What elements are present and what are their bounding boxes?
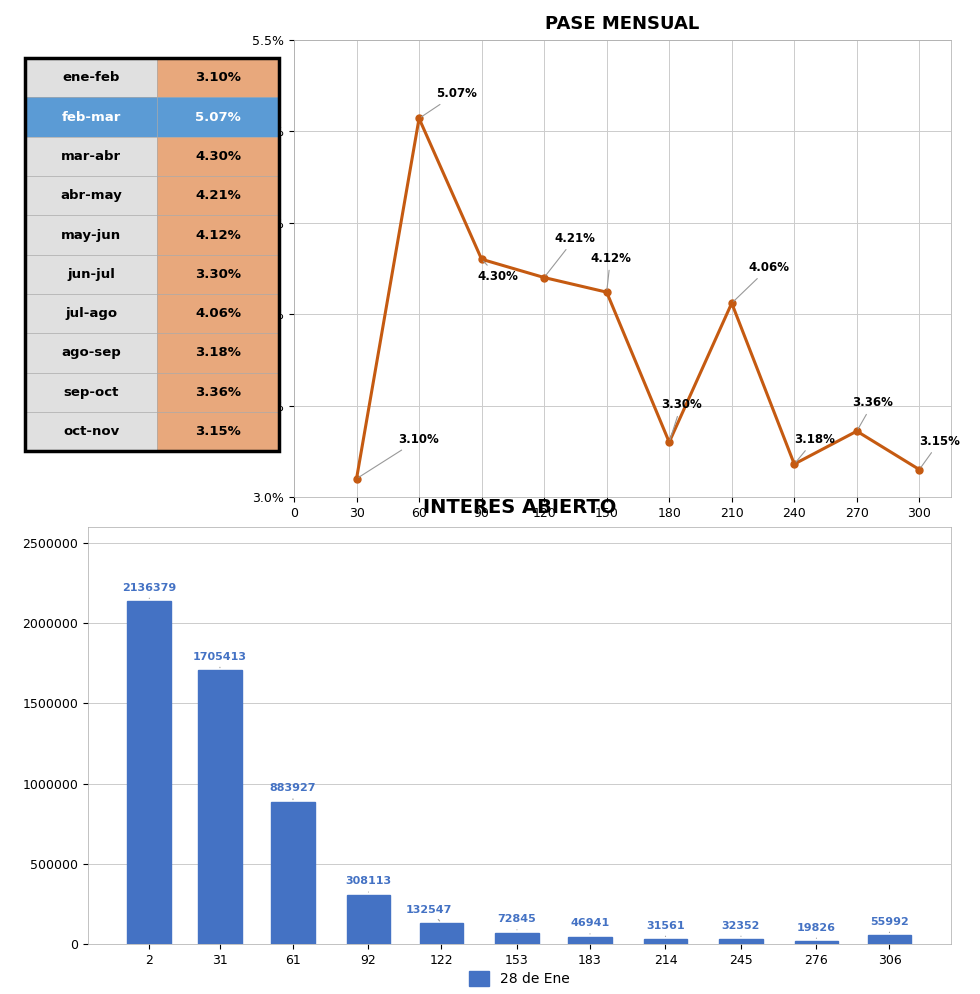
Bar [157,333,279,373]
Bar [271,802,315,944]
Bar [157,216,279,254]
Bar [24,412,157,451]
Text: 5.07%: 5.07% [195,110,241,123]
Bar [795,941,838,944]
Text: ene-feb: ene-feb [63,72,120,84]
Text: 3.15%: 3.15% [195,425,241,438]
Bar [157,373,279,412]
Bar [347,895,390,944]
Bar [157,254,279,294]
Bar [24,176,157,216]
Bar [127,601,172,944]
Text: 3.10%: 3.10% [359,432,439,477]
Bar [24,294,157,333]
Bar [157,58,279,97]
Bar [419,923,464,944]
Bar [157,412,279,451]
Legend: 28 de Ene: 28 de Ene [463,966,576,992]
Text: 32352: 32352 [722,920,760,936]
Text: 4.21%: 4.21% [546,232,596,275]
Text: 55992: 55992 [870,916,908,932]
Text: 4.21%: 4.21% [195,189,241,202]
Text: 4.12%: 4.12% [195,229,241,242]
Title: PASE MENSUAL: PASE MENSUAL [545,15,700,33]
Text: 3.36%: 3.36% [853,397,894,428]
Text: mar-abr: mar-abr [61,150,122,163]
Title: INTERES ABIERTO: INTERES ABIERTO [422,498,616,517]
Bar [24,333,157,373]
Bar [157,294,279,333]
Text: oct-nov: oct-nov [63,425,120,438]
Text: 2136379: 2136379 [122,582,176,598]
Text: ago-sep: ago-sep [61,347,121,360]
Bar [24,373,157,412]
Text: 4.30%: 4.30% [195,150,241,163]
Bar [198,671,242,944]
Text: jun-jul: jun-jul [67,267,115,281]
Text: 883927: 883927 [270,783,317,799]
Text: 4.12%: 4.12% [590,251,631,289]
Text: 72845: 72845 [498,914,536,929]
Text: 46941: 46941 [570,918,610,934]
Text: 5.07%: 5.07% [421,87,476,117]
Text: 132547: 132547 [406,905,453,921]
Text: 3.18%: 3.18% [195,347,241,360]
Bar [24,58,279,451]
Text: 4.06%: 4.06% [195,307,241,320]
Text: abr-may: abr-may [60,189,122,202]
Bar [644,939,687,944]
Bar [495,932,539,944]
Text: may-jun: may-jun [61,229,122,242]
Text: sep-oct: sep-oct [64,386,119,399]
Text: 1705413: 1705413 [193,652,247,668]
Text: 31561: 31561 [646,920,685,936]
Text: 3.10%: 3.10% [195,72,241,84]
Text: 19826: 19826 [797,922,836,938]
Bar [24,137,157,176]
Text: 3.15%: 3.15% [919,434,960,467]
Text: 3.30%: 3.30% [195,267,241,281]
Text: 4.30%: 4.30% [477,261,518,283]
Bar [24,97,157,137]
Bar [157,97,279,137]
Text: 3.18%: 3.18% [794,432,835,462]
Text: 3.30%: 3.30% [661,398,702,439]
Bar [719,939,762,944]
Text: feb-mar: feb-mar [62,110,121,123]
Text: 3.36%: 3.36% [195,386,241,399]
Bar [568,936,612,944]
Text: 308113: 308113 [345,877,391,892]
Bar [157,137,279,176]
Text: 4.06%: 4.06% [734,260,790,301]
Bar [24,254,157,294]
Bar [867,935,911,944]
Bar [24,58,157,97]
Bar [24,216,157,254]
Text: jul-ago: jul-ago [65,307,117,320]
Bar [157,176,279,216]
